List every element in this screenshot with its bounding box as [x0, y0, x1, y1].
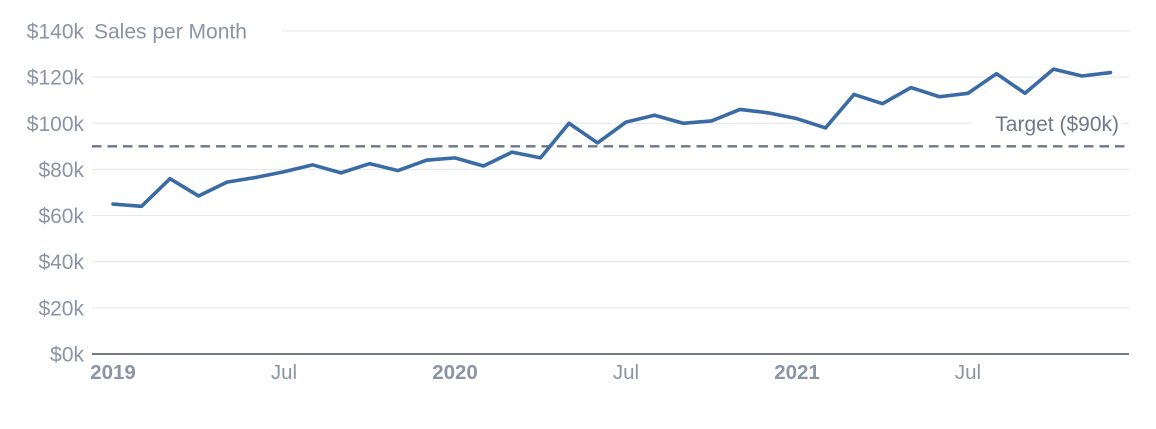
x-axis-tick-label-2019: 2019	[90, 361, 136, 384]
y-axis-tick-label: $0k	[50, 344, 84, 367]
target-label: Target ($90k)	[995, 113, 1119, 136]
x-axis-tick-label-2021: 2021	[774, 361, 820, 384]
y-axis-tick-label: $20k	[38, 297, 84, 320]
x-axis-tick-label-jul: Jul	[613, 361, 639, 384]
target-label-mask	[972, 111, 1122, 138]
y-axis-tick-label: $120k	[27, 67, 85, 90]
y-axis-tick-label: $40k	[38, 251, 84, 274]
y-axis-tick-label: $60k	[38, 205, 84, 228]
x-axis-tick-label-2020: 2020	[432, 361, 478, 384]
x-axis-tick-label-jul: Jul	[955, 361, 981, 384]
y-axis-tick-label: $100k	[27, 113, 85, 136]
y-axis-tick-label: $80k	[38, 159, 84, 182]
chart-title: Sales per Month	[94, 21, 247, 44]
x-axis-tick-label-jul: Jul	[271, 361, 297, 384]
sales-series-line	[111, 67, 1113, 209]
y-axis-tick-label: $140k	[27, 21, 85, 44]
